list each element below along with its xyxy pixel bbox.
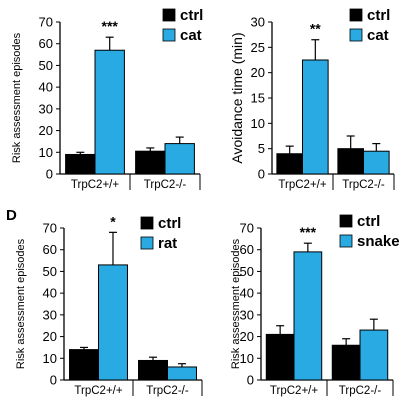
y-tick-label: 50: [43, 264, 57, 279]
y-tick-label: 20: [251, 65, 265, 80]
y-tick-label: 20: [39, 123, 53, 138]
y-tick-label: 20: [240, 329, 254, 344]
x-tick-label: TrpC2-/-: [339, 385, 382, 397]
chart-2: 0 5 10 15 20 25 30 Avoidance time (min) TrpC2+/+…: [229, 7, 395, 191]
y-tick-label: 0: [46, 167, 53, 182]
legend-swatch-rat: [140, 236, 154, 250]
y-tick-label: 15: [251, 91, 265, 106]
y-tick-label: 5: [258, 141, 265, 156]
bar-ctrl: [138, 359, 169, 381]
bar-cat: [94, 49, 125, 175]
y-axis-label: Risk assessment episodes: [11, 32, 23, 163]
y-tick-label: 30: [251, 15, 265, 30]
legend-swatch-ctrl: [140, 216, 154, 230]
x-tick-label: TrpC2-/-: [342, 179, 385, 191]
legend-label-snake: snake: [357, 233, 400, 250]
x-tick-label: TrpC2+/+: [71, 179, 119, 191]
legend-label-ctrl: ctrl: [357, 213, 380, 230]
bar-ctrl: [331, 344, 361, 381]
y-tick-label: 20: [43, 329, 57, 344]
bar-rat: [167, 366, 197, 381]
significance-annotation: ***: [102, 18, 119, 34]
legend-swatch-ctrl: [339, 214, 353, 228]
y-tick-label: 10: [251, 116, 265, 131]
y-tick-label: 0: [50, 373, 57, 388]
significance-annotation: *: [110, 213, 116, 229]
legend-label-rat: rat: [158, 235, 177, 252]
y-tick-label: 60: [39, 36, 53, 51]
bar-cat: [302, 59, 329, 175]
x-tick-label: TrpC2-/-: [146, 385, 189, 397]
y-tick-label: 30: [39, 101, 53, 116]
bar-snake: [359, 329, 389, 381]
y-tick-label: 10: [240, 351, 254, 366]
legend-label-cat: cat: [180, 27, 202, 44]
bar-rat: [98, 264, 128, 381]
y-axis-label: Risk assessment episodes: [15, 238, 27, 369]
bar-snake: [293, 251, 323, 381]
legend-label-ctrl: ctrl: [367, 7, 390, 24]
x-tick-label: TrpC2+/+: [270, 385, 318, 397]
legend-label-ctrl: ctrl: [180, 7, 203, 24]
x-tick-label: TrpC2-/-: [144, 179, 187, 191]
legend-swatch-ctrl: [162, 8, 176, 22]
y-tick-label: 60: [43, 242, 57, 257]
y-tick-label: 40: [39, 80, 53, 95]
y-tick-label: 10: [39, 145, 53, 160]
legend-swatch-cat: [162, 28, 176, 42]
y-tick-label: 50: [39, 58, 53, 73]
y-tick-label: 70: [39, 15, 53, 30]
legend-swatch-cat: [349, 28, 363, 42]
y-tick-label: 70: [43, 221, 57, 236]
y-tick-label: 0: [258, 167, 265, 182]
y-tick-label: 40: [240, 286, 254, 301]
y-tick-label: 40: [43, 286, 57, 301]
legend-label-cat: cat: [367, 27, 389, 44]
y-tick-label: 25: [251, 40, 265, 55]
y-tick-label: 60: [240, 242, 254, 257]
y-axis-label: Avoidance time (min): [229, 32, 245, 163]
bar-cat: [363, 150, 390, 175]
chart-3: 0 10 20 30 40 50 60 70 Risk assessment episodes T…: [15, 213, 203, 397]
y-tick-label: 50: [240, 264, 254, 279]
chart-1: 0 10 20 30 40 50 60 70 Risk assessment episodes T…: [11, 7, 203, 191]
bar-cat: [164, 143, 195, 175]
bar-ctrl: [265, 333, 295, 381]
y-tick-label: 10: [43, 351, 57, 366]
significance-annotation: **: [310, 21, 321, 37]
significance-annotation: ***: [300, 224, 317, 240]
y-tick-label: 30: [43, 307, 57, 322]
x-tick-label: TrpC2+/+: [278, 179, 326, 191]
y-axis-label: Risk assessment episodes: [230, 238, 242, 369]
y-tick-label: 30: [240, 307, 254, 322]
panel-label: D: [6, 207, 17, 224]
bar-ctrl: [276, 153, 304, 175]
y-tick-label: 0: [247, 373, 254, 388]
bar-ctrl: [65, 153, 96, 175]
bar-ctrl: [337, 148, 365, 175]
bar-ctrl: [135, 150, 166, 175]
bar-ctrl: [69, 349, 99, 381]
legend-swatch-snake: [339, 234, 353, 248]
x-tick-label: TrpC2+/+: [74, 385, 122, 397]
legend-label-ctrl: ctrl: [158, 215, 181, 232]
chart-4: 0 10 20 30 40 50 60 70 Risk assessment episodes T…: [230, 213, 400, 397]
legend-swatch-ctrl: [349, 8, 363, 22]
y-tick-label: 70: [240, 221, 254, 236]
